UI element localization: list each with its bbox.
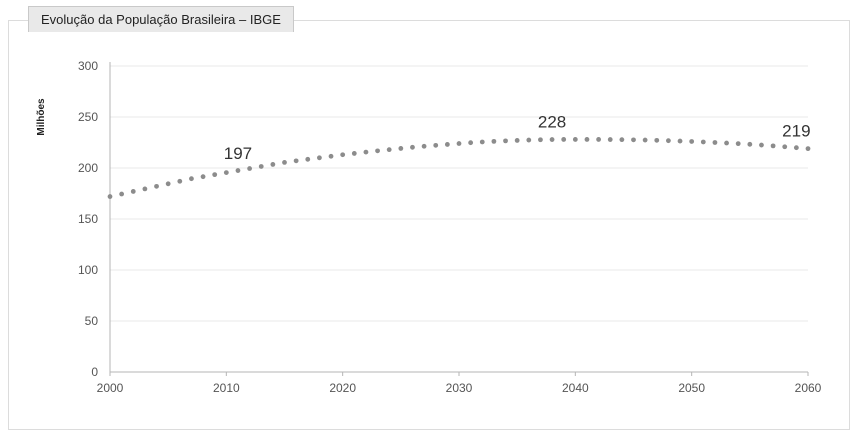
y-axis-label: Milhões (36, 98, 47, 136)
x-tick-label: 2030 (446, 381, 473, 395)
data-point (700, 139, 706, 145)
chart-title: Evolução da População Brasileira – IBGE (28, 6, 294, 32)
data-point (677, 138, 683, 144)
data-point (293, 158, 299, 164)
data-point (549, 137, 555, 142)
data-point (142, 186, 148, 192)
data-point (212, 172, 218, 178)
data-point (561, 137, 567, 142)
data-point (572, 137, 578, 142)
data-label: 219 (782, 122, 810, 141)
data-point (793, 145, 799, 151)
data-point (410, 144, 415, 150)
chart-panel (8, 20, 850, 430)
data-point (782, 144, 788, 150)
y-tick-label: 0 (91, 365, 98, 379)
x-tick-label: 2040 (562, 381, 589, 395)
data-point (107, 194, 113, 199)
data-point (491, 138, 497, 144)
data-point (177, 178, 183, 184)
data-point (189, 176, 194, 182)
data-point (538, 137, 543, 143)
data-point (200, 174, 206, 180)
y-tick-label: 150 (78, 212, 98, 226)
x-tick-label: 2050 (678, 381, 705, 395)
data-point (712, 140, 718, 145)
data-point (258, 164, 264, 169)
x-tick-label: 2020 (329, 381, 356, 395)
data-point (340, 152, 346, 158)
data-point (433, 142, 439, 148)
data-point (328, 153, 334, 159)
data-point (607, 137, 613, 142)
data-point (119, 191, 125, 197)
data-point (735, 141, 741, 147)
data-point (305, 156, 311, 162)
data-point (631, 137, 636, 143)
y-tick-label: 50 (85, 314, 99, 328)
x-tick-label: 2010 (213, 381, 240, 395)
data-point (689, 139, 695, 144)
data-point (724, 140, 729, 146)
data-point (770, 143, 776, 149)
y-tick-label: 300 (78, 59, 98, 73)
data-point (130, 189, 136, 194)
data-point (386, 147, 392, 153)
data-point (351, 151, 357, 156)
data-point (503, 138, 508, 144)
y-tick-label: 250 (78, 110, 98, 124)
data-point (363, 149, 369, 155)
data-point (223, 170, 229, 175)
data-point (805, 146, 811, 152)
data-point (247, 166, 253, 171)
data-point (317, 155, 322, 161)
data-point (666, 138, 671, 144)
data-point (165, 181, 171, 187)
y-tick-label: 100 (78, 263, 98, 277)
x-tick-label: 2060 (795, 381, 822, 395)
data-point (421, 143, 427, 149)
data-point (444, 142, 450, 147)
data-point (747, 141, 753, 147)
data-point (514, 138, 520, 143)
data-label: 197 (224, 144, 252, 163)
data-point (584, 137, 590, 142)
data-point (642, 137, 648, 143)
data-point (270, 162, 276, 167)
data-point (759, 142, 764, 148)
data-point (596, 137, 601, 142)
data-point (479, 139, 485, 145)
data-point (526, 137, 532, 143)
data-point (154, 183, 159, 189)
data-point (235, 168, 241, 173)
data-point (375, 148, 380, 154)
data-point (468, 140, 474, 146)
data-label: 228 (538, 112, 566, 131)
data-point (398, 146, 404, 151)
y-tick-label: 200 (78, 161, 98, 175)
data-point (456, 141, 462, 146)
data-point (282, 159, 287, 165)
data-point (654, 137, 660, 143)
data-point (619, 137, 625, 143)
x-tick-label: 2000 (97, 381, 124, 395)
